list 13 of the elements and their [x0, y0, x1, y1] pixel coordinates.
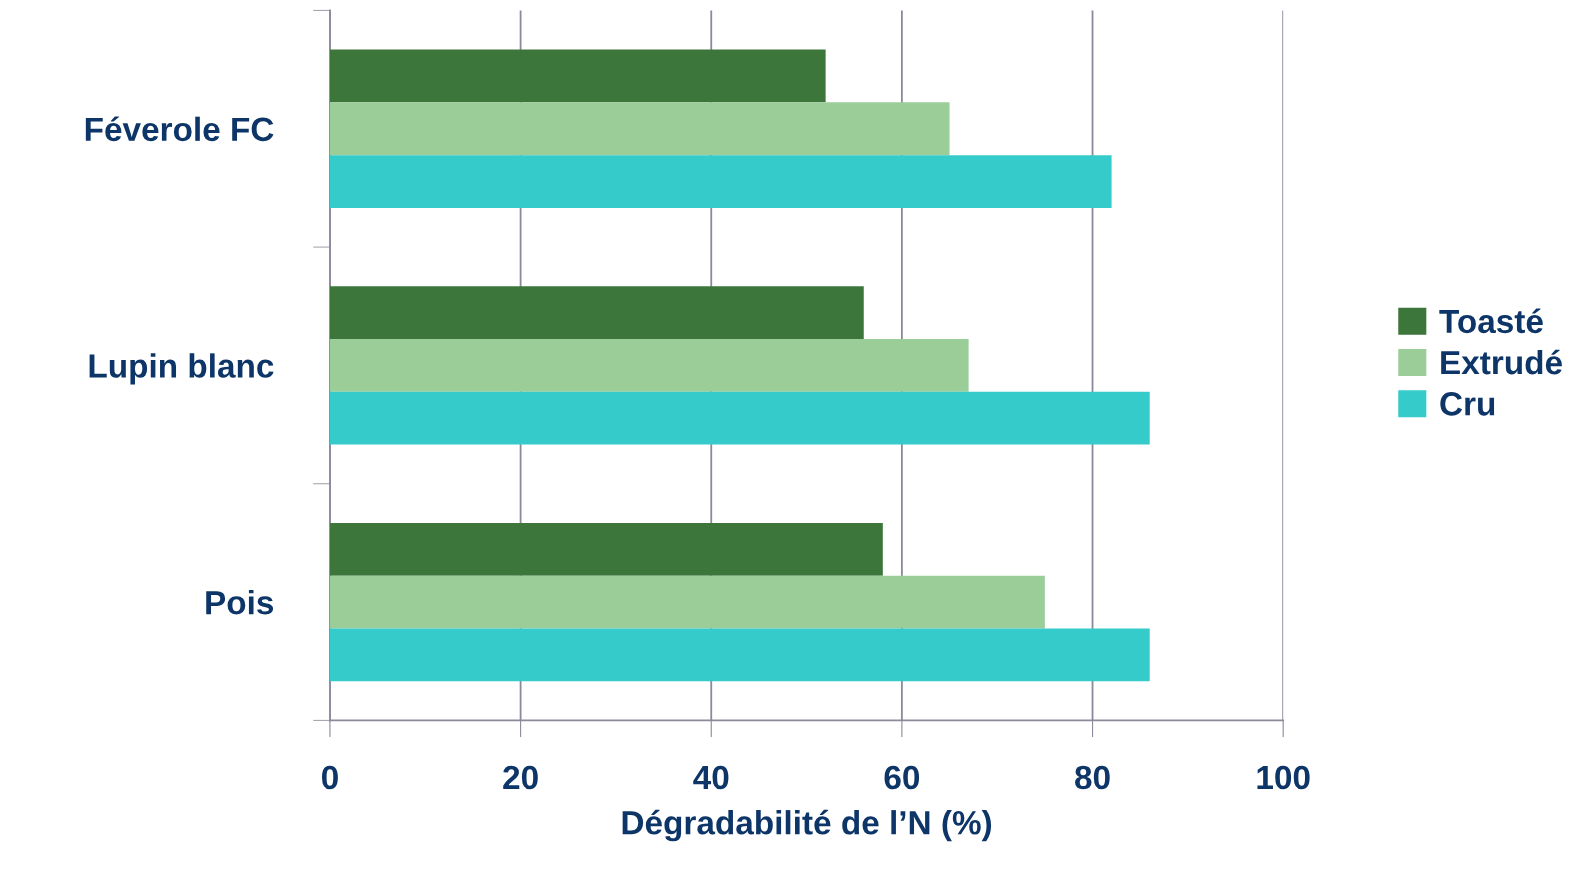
x-tick-label: 20 — [503, 765, 538, 790]
y-tick-label: Féverole FC — [85, 116, 274, 142]
y-tick-label: Pois — [206, 589, 274, 615]
x-tick-label: 80 — [1075, 765, 1110, 790]
legend-label: Extrudé — [1441, 349, 1562, 375]
x-axis-title: Dégradabilité de l’N (%) — [622, 809, 992, 842]
x-tick-label: 100 — [1257, 765, 1310, 790]
y-tick-label: Lupin blanc — [89, 353, 274, 385]
x-tick-label: 40 — [693, 765, 729, 790]
legend-label: Cru — [1440, 392, 1495, 416]
x-tick-label: 0 — [322, 765, 338, 790]
legend-label: Toasté — [1439, 308, 1543, 334]
x-tick-label: 60 — [884, 765, 920, 790]
